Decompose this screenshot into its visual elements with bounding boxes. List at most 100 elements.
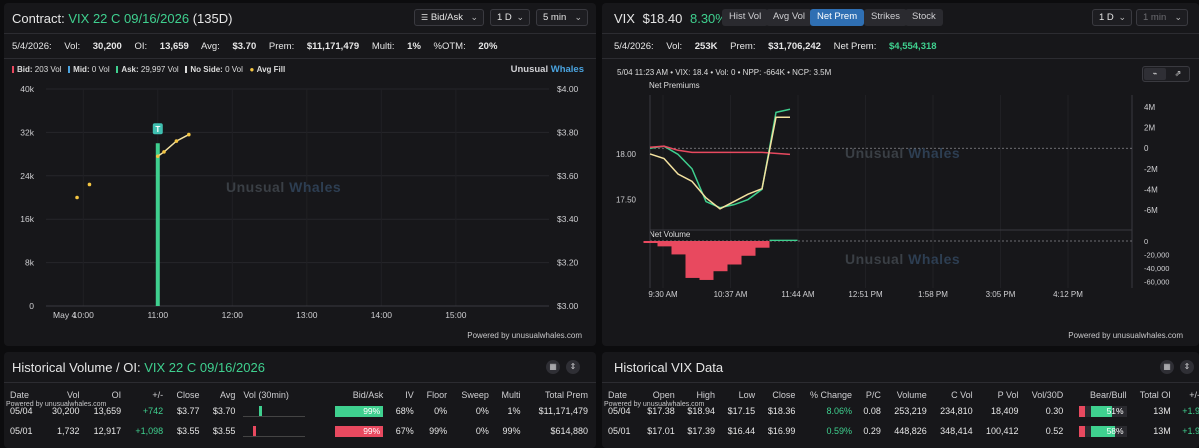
hist-title-prefix: Historical Volume / OI:	[12, 360, 141, 375]
column-header[interactable]: Low	[738, 389, 756, 400]
column-header[interactable]: Bid/Ask	[352, 389, 384, 400]
chart-toggle: ⌁ ⇗	[1142, 66, 1190, 82]
column-header[interactable]: High	[696, 389, 715, 400]
column-header[interactable]: OI	[111, 389, 122, 400]
vix-interval-dropdown[interactable]: 1 min ⌄	[1136, 9, 1188, 26]
contract-dte: (135D)	[192, 11, 233, 26]
net-premiums-label: Net Premiums	[649, 81, 700, 90]
bid-ask-value: 99%	[363, 405, 381, 416]
column-header[interactable]: Avg	[220, 389, 236, 400]
column-header[interactable]: Open	[652, 389, 675, 400]
table-cell: 8.06%	[826, 406, 852, 416]
column-header[interactable]: Vol/30D	[1031, 389, 1064, 400]
column-header[interactable]: +/-	[152, 389, 164, 400]
x-tick-label: 13:00	[296, 310, 318, 320]
table-cell: $18.94	[687, 406, 715, 416]
table-cell: 13,659	[93, 406, 122, 416]
table-row[interactable]: 05/01 1,732 12,917 +1,098 $3.55 $3.55 99% 67% 99…	[6, 421, 592, 441]
contract-title-prefix: Contract:	[12, 11, 65, 26]
historical-vix-title: Historical VIX Data	[614, 360, 724, 375]
avg-fill-point	[155, 154, 160, 159]
powered-by: Powered by unusualwhales.com	[467, 331, 582, 340]
table-cell: 67%	[395, 426, 414, 436]
column-header[interactable]: Close	[772, 389, 796, 400]
vix-price: $18.40	[642, 11, 683, 26]
column-header[interactable]: P/C	[865, 389, 881, 400]
expand-collapse-icon[interactable]: ⇕	[1180, 360, 1194, 374]
column-header[interactable]: IV	[405, 389, 414, 400]
x-tick-label: 3:05 PM	[986, 290, 1016, 299]
y-left-tick-label: 8k	[25, 258, 35, 268]
column-header[interactable]: Floor	[426, 389, 448, 400]
tab-hist-vol[interactable]: Hist Vol	[722, 9, 769, 26]
y-right-tick-label: $3.80	[557, 127, 579, 137]
column-header[interactable]: Close	[176, 389, 200, 400]
historical-vix-table: Date Open High Low Close % Change P/C Volume C V…	[604, 388, 1199, 441]
prem-tick-label: -2M	[1144, 165, 1158, 174]
y-left-tick-label: 16k	[20, 214, 34, 224]
line-chart-icon[interactable]: ⌁	[1144, 68, 1166, 80]
calendar-icon[interactable]: ▦	[546, 360, 560, 374]
table-cell: 05/04	[608, 406, 631, 416]
table-cell: +1,098	[135, 426, 164, 436]
vix-period-dropdown[interactable]: 1 D ⌄	[1092, 9, 1132, 26]
table-cell: +742	[142, 406, 164, 416]
expand-icon[interactable]: ⇗	[1174, 69, 1182, 78]
tab-avg-vol[interactable]: Avg Vol	[766, 9, 813, 26]
column-header[interactable]: +/-	[1189, 389, 1199, 400]
chevron-down-icon: ⌄	[516, 12, 524, 22]
prem-tick-label: -4M	[1144, 185, 1158, 194]
net-volume-bar	[727, 241, 742, 265]
period-dropdown[interactable]: 1 D ⌄	[490, 9, 530, 26]
y-left-tick-label: 24k	[20, 171, 34, 181]
contract-chart-panel: Contract: VIX 22 C 09/16/2026 (135D) ☰ B…	[4, 3, 596, 346]
column-header[interactable]: Volume	[896, 389, 927, 400]
tab-strikes[interactable]: Strikes	[864, 9, 908, 26]
stats-avg: Avg: $3.70	[200, 41, 257, 52]
column-header[interactable]: Vol (30min)	[243, 389, 289, 400]
volume-sparkline	[243, 405, 306, 417]
legend-mid: Mid: 0 Vol	[68, 65, 110, 74]
table-cell: 0.30	[1045, 406, 1064, 416]
expand-collapse-icon[interactable]: ⇕	[566, 360, 580, 374]
historical-vix-panel: Historical VIX Data ▦ ⇕ Date Open High Low C…	[602, 352, 1199, 448]
column-header[interactable]: Vol	[66, 389, 80, 400]
vix-period-value: 1 D	[1099, 12, 1114, 23]
column-header[interactable]: Bear/Bull	[1090, 389, 1127, 400]
column-header[interactable]: Date	[608, 389, 628, 400]
table-cell: 1,732	[56, 426, 80, 436]
net-volume-bar	[755, 241, 770, 248]
column-header[interactable]: Date	[10, 389, 30, 400]
net-volume-label: Net Volume	[649, 230, 691, 239]
column-header[interactable]: % Change	[809, 389, 852, 400]
table-cell: 13M	[1153, 406, 1171, 416]
interval-dropdown[interactable]: 5 min ⌄	[536, 9, 588, 26]
x-tick-label: 11:44 AM	[781, 290, 815, 299]
chart-tooltip: 5/04 11:23 AM • VIX: 18.4 • Vol: 0 • NPP…	[617, 68, 832, 77]
column-header[interactable]: C Vol	[951, 389, 973, 400]
tab-net-prem[interactable]: Net Prem	[810, 9, 865, 26]
column-header[interactable]: Multi	[501, 389, 521, 400]
volume-sparkline	[243, 425, 306, 437]
y-right-tick-label: $3.40	[557, 214, 579, 224]
tab-stock[interactable]: Stock	[905, 9, 943, 26]
table-row[interactable]: 05/04 30,200 13,659 +742 $3.77 $3.70 99% 68% 0% 0…	[6, 401, 592, 421]
calendar-icon[interactable]: ▦	[1160, 360, 1174, 374]
x-tick-label: 14:00	[371, 310, 393, 320]
table-row[interactable]: 05/04 $17.38 $18.94 $17.15 $18.36 8.06% 0.08 25…	[604, 401, 1199, 421]
vol-tick-label: -60,000	[1144, 277, 1169, 286]
table-cell: 348,414	[940, 426, 973, 436]
net-volume-bar	[671, 241, 686, 255]
column-header[interactable]: Sweep	[461, 389, 489, 400]
column-header[interactable]: P Vol	[997, 389, 1019, 400]
side-dropdown[interactable]: ☰ Bid/Ask ⌄	[414, 9, 484, 26]
column-header[interactable]: Total OI	[1139, 389, 1171, 400]
vol-tick-label: -20,000	[1144, 250, 1169, 259]
column-header[interactable]: Total Prem	[544, 389, 588, 400]
chevron-down-icon: ⌄	[574, 12, 582, 22]
table-row[interactable]: 05/01 $17.01 $17.39 $16.44 $16.99 0.59% 0.29 44…	[604, 421, 1199, 441]
sparkline-tick	[252, 425, 256, 436]
vix-interval-value: 1 min	[1143, 12, 1167, 23]
x-tick-label: 11:00	[147, 310, 168, 320]
stats-vol: Vol: 30,200	[64, 41, 122, 52]
